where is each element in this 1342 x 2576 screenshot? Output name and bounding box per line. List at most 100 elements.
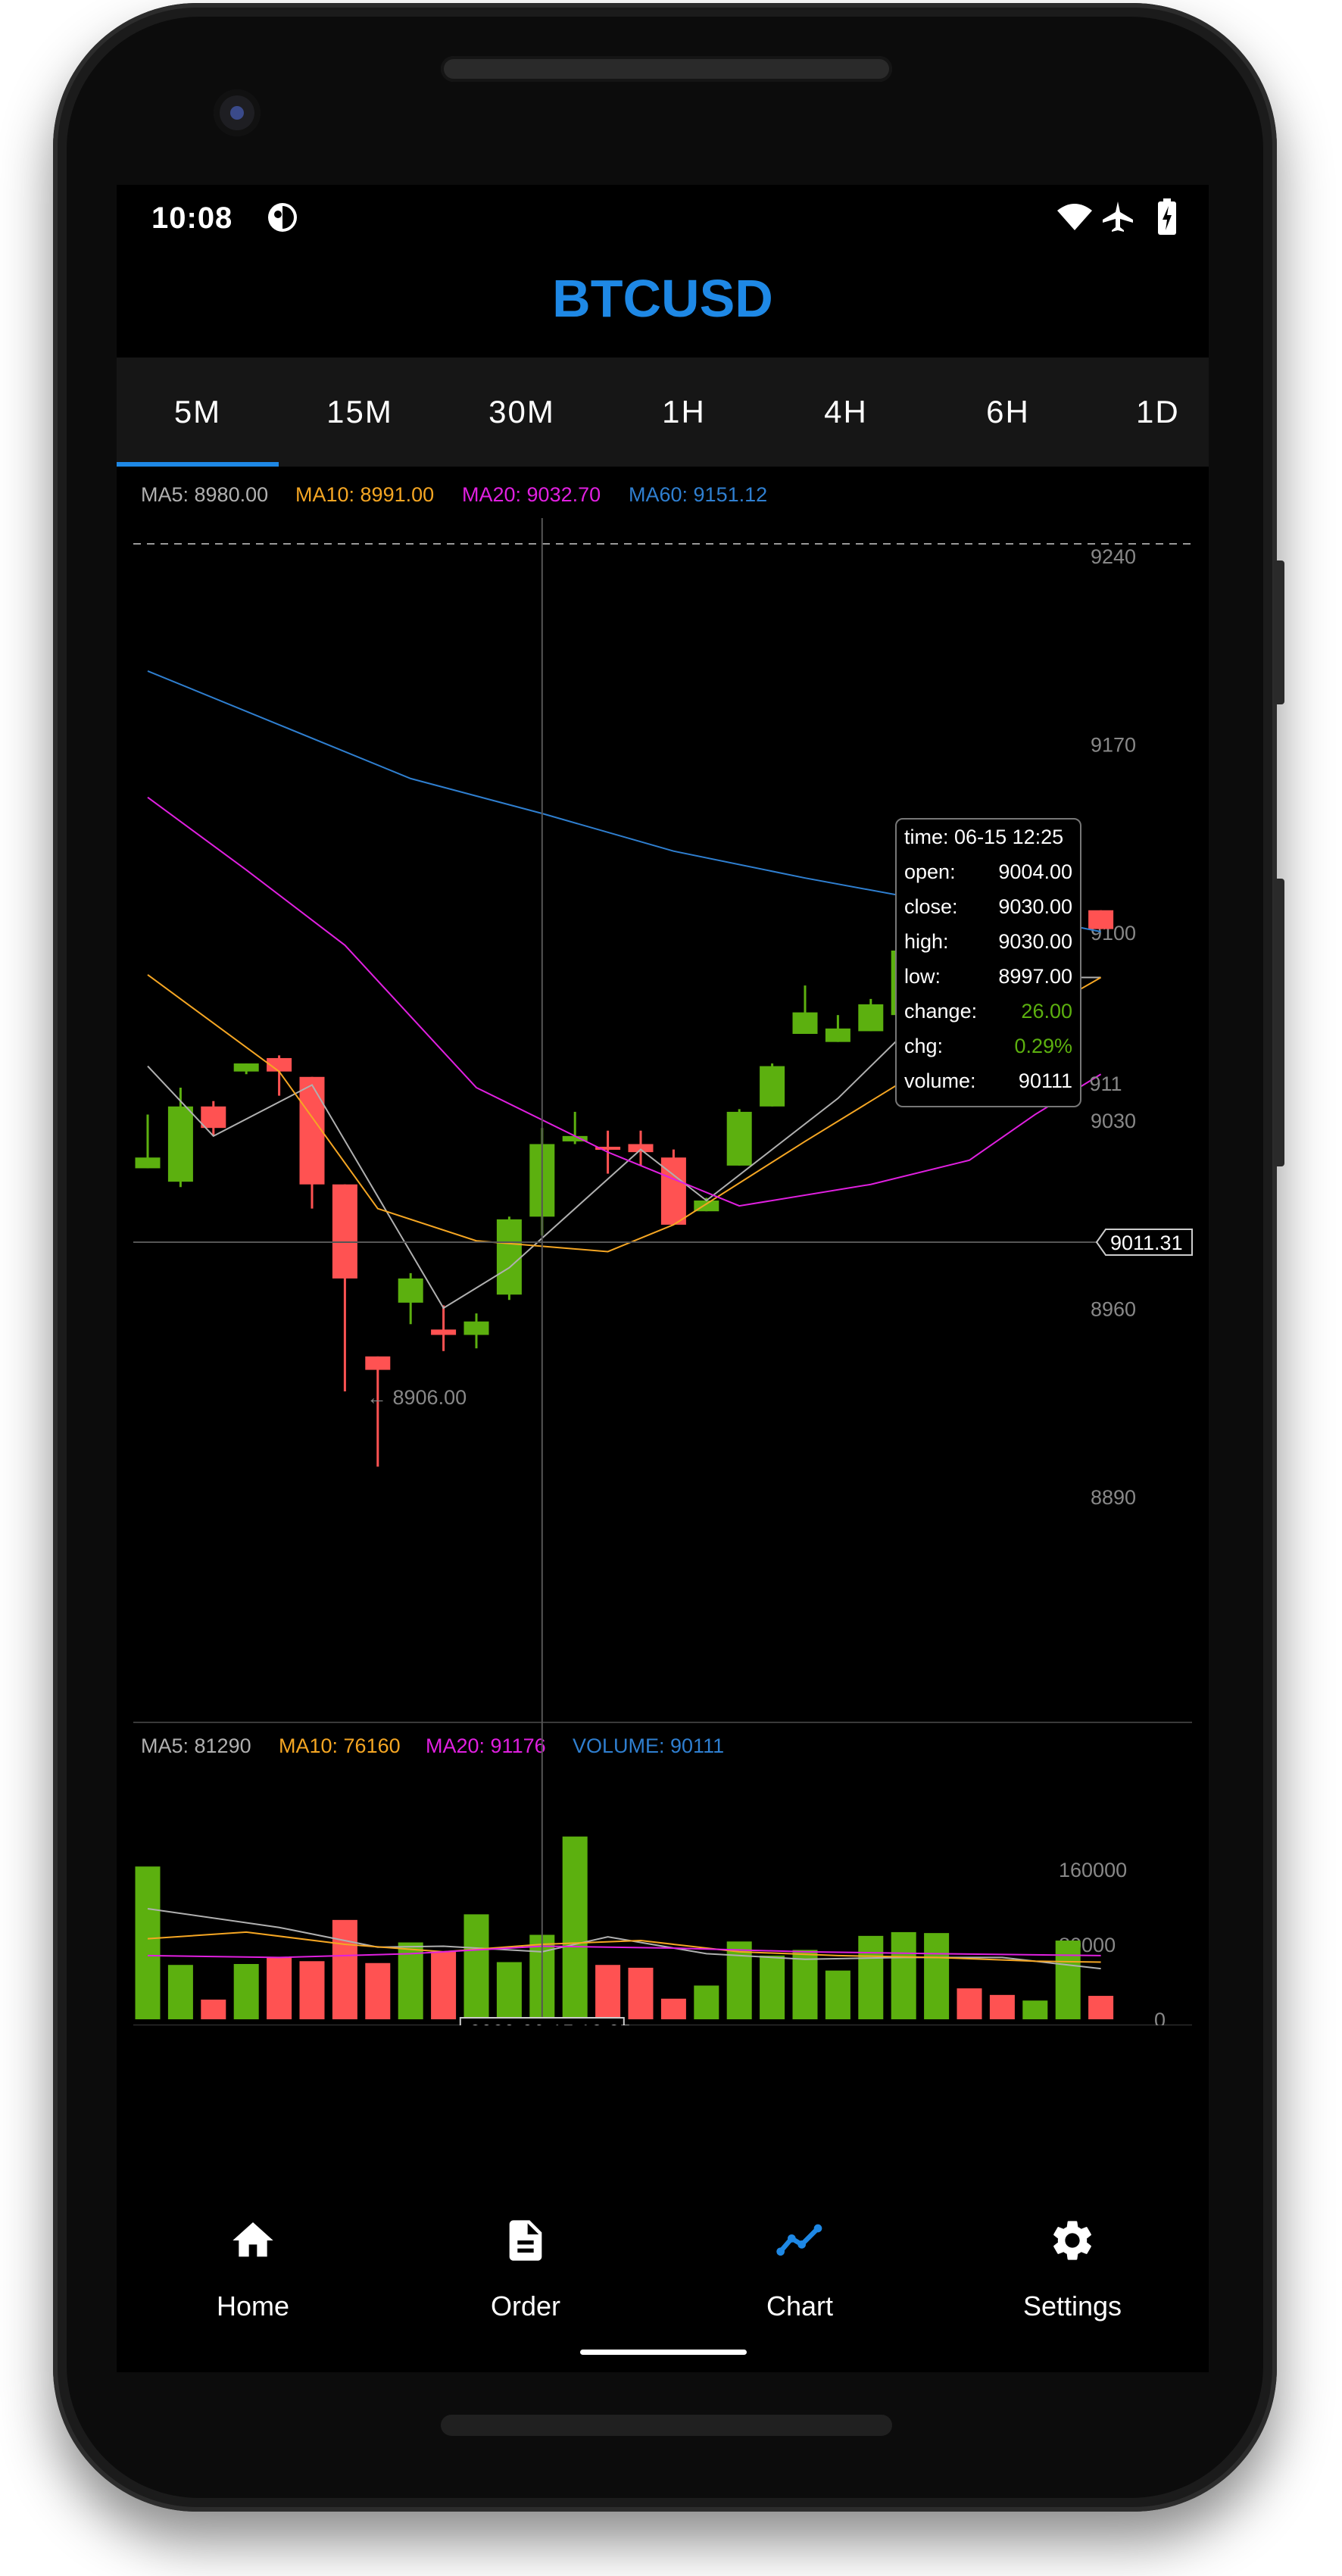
candle-body	[628, 1144, 654, 1153]
volume-bar	[332, 1919, 357, 2019]
volume-bar	[431, 1951, 457, 2019]
volume-button	[1274, 560, 1284, 704]
candle-body	[496, 1219, 522, 1295]
candle-body	[562, 1135, 588, 1141]
volume-bar	[201, 2000, 226, 2019]
volume-bar	[233, 1963, 259, 2019]
candle-body	[167, 1106, 193, 1182]
nav-chart-label: Chart	[766, 2290, 834, 2322]
nav-home[interactable]: Home	[162, 2200, 344, 2351]
battery-charging-icon	[1158, 198, 1176, 235]
volume-bar	[924, 1933, 950, 2019]
home-icon	[233, 2222, 273, 2257]
volume-ma-line-ma20	[147, 1945, 1101, 1959]
tab-4h[interactable]: 4H	[824, 394, 868, 429]
front-camera	[214, 89, 261, 136]
tab-30m[interactable]: 30M	[488, 394, 555, 429]
price-tick-label: 8890	[1091, 1486, 1136, 1509]
page-title: BTCUSD	[552, 269, 773, 328]
candle-body	[431, 1329, 457, 1335]
tab-1d[interactable]: 1D	[1136, 394, 1180, 429]
nav-home-label: Home	[216, 2290, 290, 2322]
price-tick-label: 9240	[1091, 545, 1136, 568]
volume-bar	[792, 1950, 818, 2019]
document-icon	[509, 2220, 542, 2261]
legend-ma5: MA5: 8980.00	[141, 483, 269, 506]
volume-bar	[1088, 1996, 1114, 2019]
price-tick-label: 9170	[1091, 733, 1136, 756]
volume-bar	[267, 1957, 292, 2019]
timeframe-tabs: 5M 15M 30M 1H 4H 6H 1D	[117, 358, 1209, 467]
nav-order-label: Order	[490, 2290, 561, 2322]
nav-chart[interactable]: Chart	[709, 2200, 891, 2351]
tooltip-close-label: close:	[904, 895, 958, 918]
chart-canvas: 9240917091009030896088901600008000009011…	[133, 518, 1193, 2025]
candle-body	[858, 1004, 884, 1032]
tab-5m[interactable]: 5M	[117, 358, 279, 467]
status-time: 10:08	[151, 201, 233, 235]
legend-vol-volume: VOLUME: 90111	[573, 1735, 725, 1757]
screen: 10:08 BTCUSD 5M 15M 30M 1H 4H 6H 1D MA5:…	[117, 185, 1209, 2372]
tooltip-chg: 0.29%	[1014, 1035, 1072, 1057]
tooltip-low: 8997.00	[998, 965, 1072, 988]
tab-6h[interactable]: 6H	[986, 394, 1030, 429]
ma-line-ma20	[147, 796, 1102, 1207]
volume-bar	[891, 1931, 916, 2019]
volume-bar	[1055, 1941, 1081, 2019]
candle-body	[760, 1066, 785, 1107]
candle-body	[726, 1111, 752, 1166]
tooltip-volume: 90111	[1018, 1069, 1072, 1092]
candlestick-chart[interactable]: MA5: 8980.00 MA10: 8991.00 MA20: 9032.70…	[117, 473, 1209, 2025]
volume-bar	[760, 1955, 785, 2019]
tooltip-change: 26.00	[1021, 1000, 1072, 1023]
price-tick-label: 9030	[1091, 1110, 1136, 1132]
crosshair-time-label: 2020-06-15 12:25	[470, 2021, 631, 2025]
volume-ma-line-ma10	[147, 1931, 1101, 1963]
tab-15m[interactable]: 15M	[326, 394, 393, 429]
candle-body	[398, 1278, 423, 1303]
wifi-icon	[1057, 204, 1092, 230]
volume-bar	[365, 1962, 391, 2019]
status-bar: 10:08	[117, 185, 1209, 261]
earpiece-speaker	[441, 56, 892, 82]
candle-body	[1088, 910, 1114, 929]
crosshair-time-tag	[459, 2017, 625, 2025]
legend-ma10: MA10: 8991.00	[295, 483, 435, 506]
nav-settings-label: Settings	[1022, 2290, 1122, 2322]
volume-tick-label: 160000	[1059, 1859, 1127, 1881]
tooltip-time: 06-15 12:25	[954, 826, 1064, 848]
tooltip-time-label: time:	[904, 826, 949, 848]
volume-bar	[135, 1866, 161, 2019]
candle-body	[201, 1106, 226, 1129]
tooltip-change-label: change:	[904, 1000, 978, 1023]
home-indicator[interactable]	[580, 2350, 747, 2355]
volume-bar	[989, 1994, 1015, 2019]
tooltip-high-label: high:	[904, 930, 949, 953]
volume-bar	[299, 1961, 325, 2019]
low-price-marker: ← 8906.00	[367, 1386, 467, 1409]
legend-vol-ma20: MA20: 91176	[426, 1735, 546, 1757]
tooltip-open: 9004.00	[998, 860, 1072, 883]
tooltip-chg-label: chg:	[904, 1035, 944, 1057]
candle-body	[792, 1012, 818, 1034]
legend-vol-ma5: MA5: 81290	[141, 1735, 251, 1757]
candle-body	[267, 1057, 292, 1072]
power-button	[1274, 879, 1284, 1166]
tooltip-high: 9030.00	[998, 930, 1072, 953]
gear-icon	[1053, 2221, 1091, 2260]
candle-info-tooltip: time: 06-15 12:25 open: 9004.00 close: 903…	[895, 818, 1081, 1107]
airplane-icon	[1103, 201, 1133, 232]
nav-order[interactable]: Order	[435, 2200, 616, 2351]
volume-bar	[398, 1942, 423, 2019]
volume-bar	[562, 1836, 588, 2019]
candle-body	[233, 1063, 259, 1072]
bottom-navigation: Home Order Chart Settings	[117, 2200, 1209, 2372]
volume-bar	[825, 1970, 850, 2019]
legend-ma60: MA60: 9151.12	[629, 483, 768, 506]
bottom-speaker	[441, 2415, 892, 2436]
volume-tick-label: 0	[1154, 2009, 1166, 2025]
tab-1h[interactable]: 1H	[662, 394, 706, 429]
tooltip-close: 9030.00	[998, 895, 1072, 918]
tooltip-low-label: low:	[904, 965, 941, 988]
nav-settings[interactable]: Settings	[982, 2200, 1163, 2351]
